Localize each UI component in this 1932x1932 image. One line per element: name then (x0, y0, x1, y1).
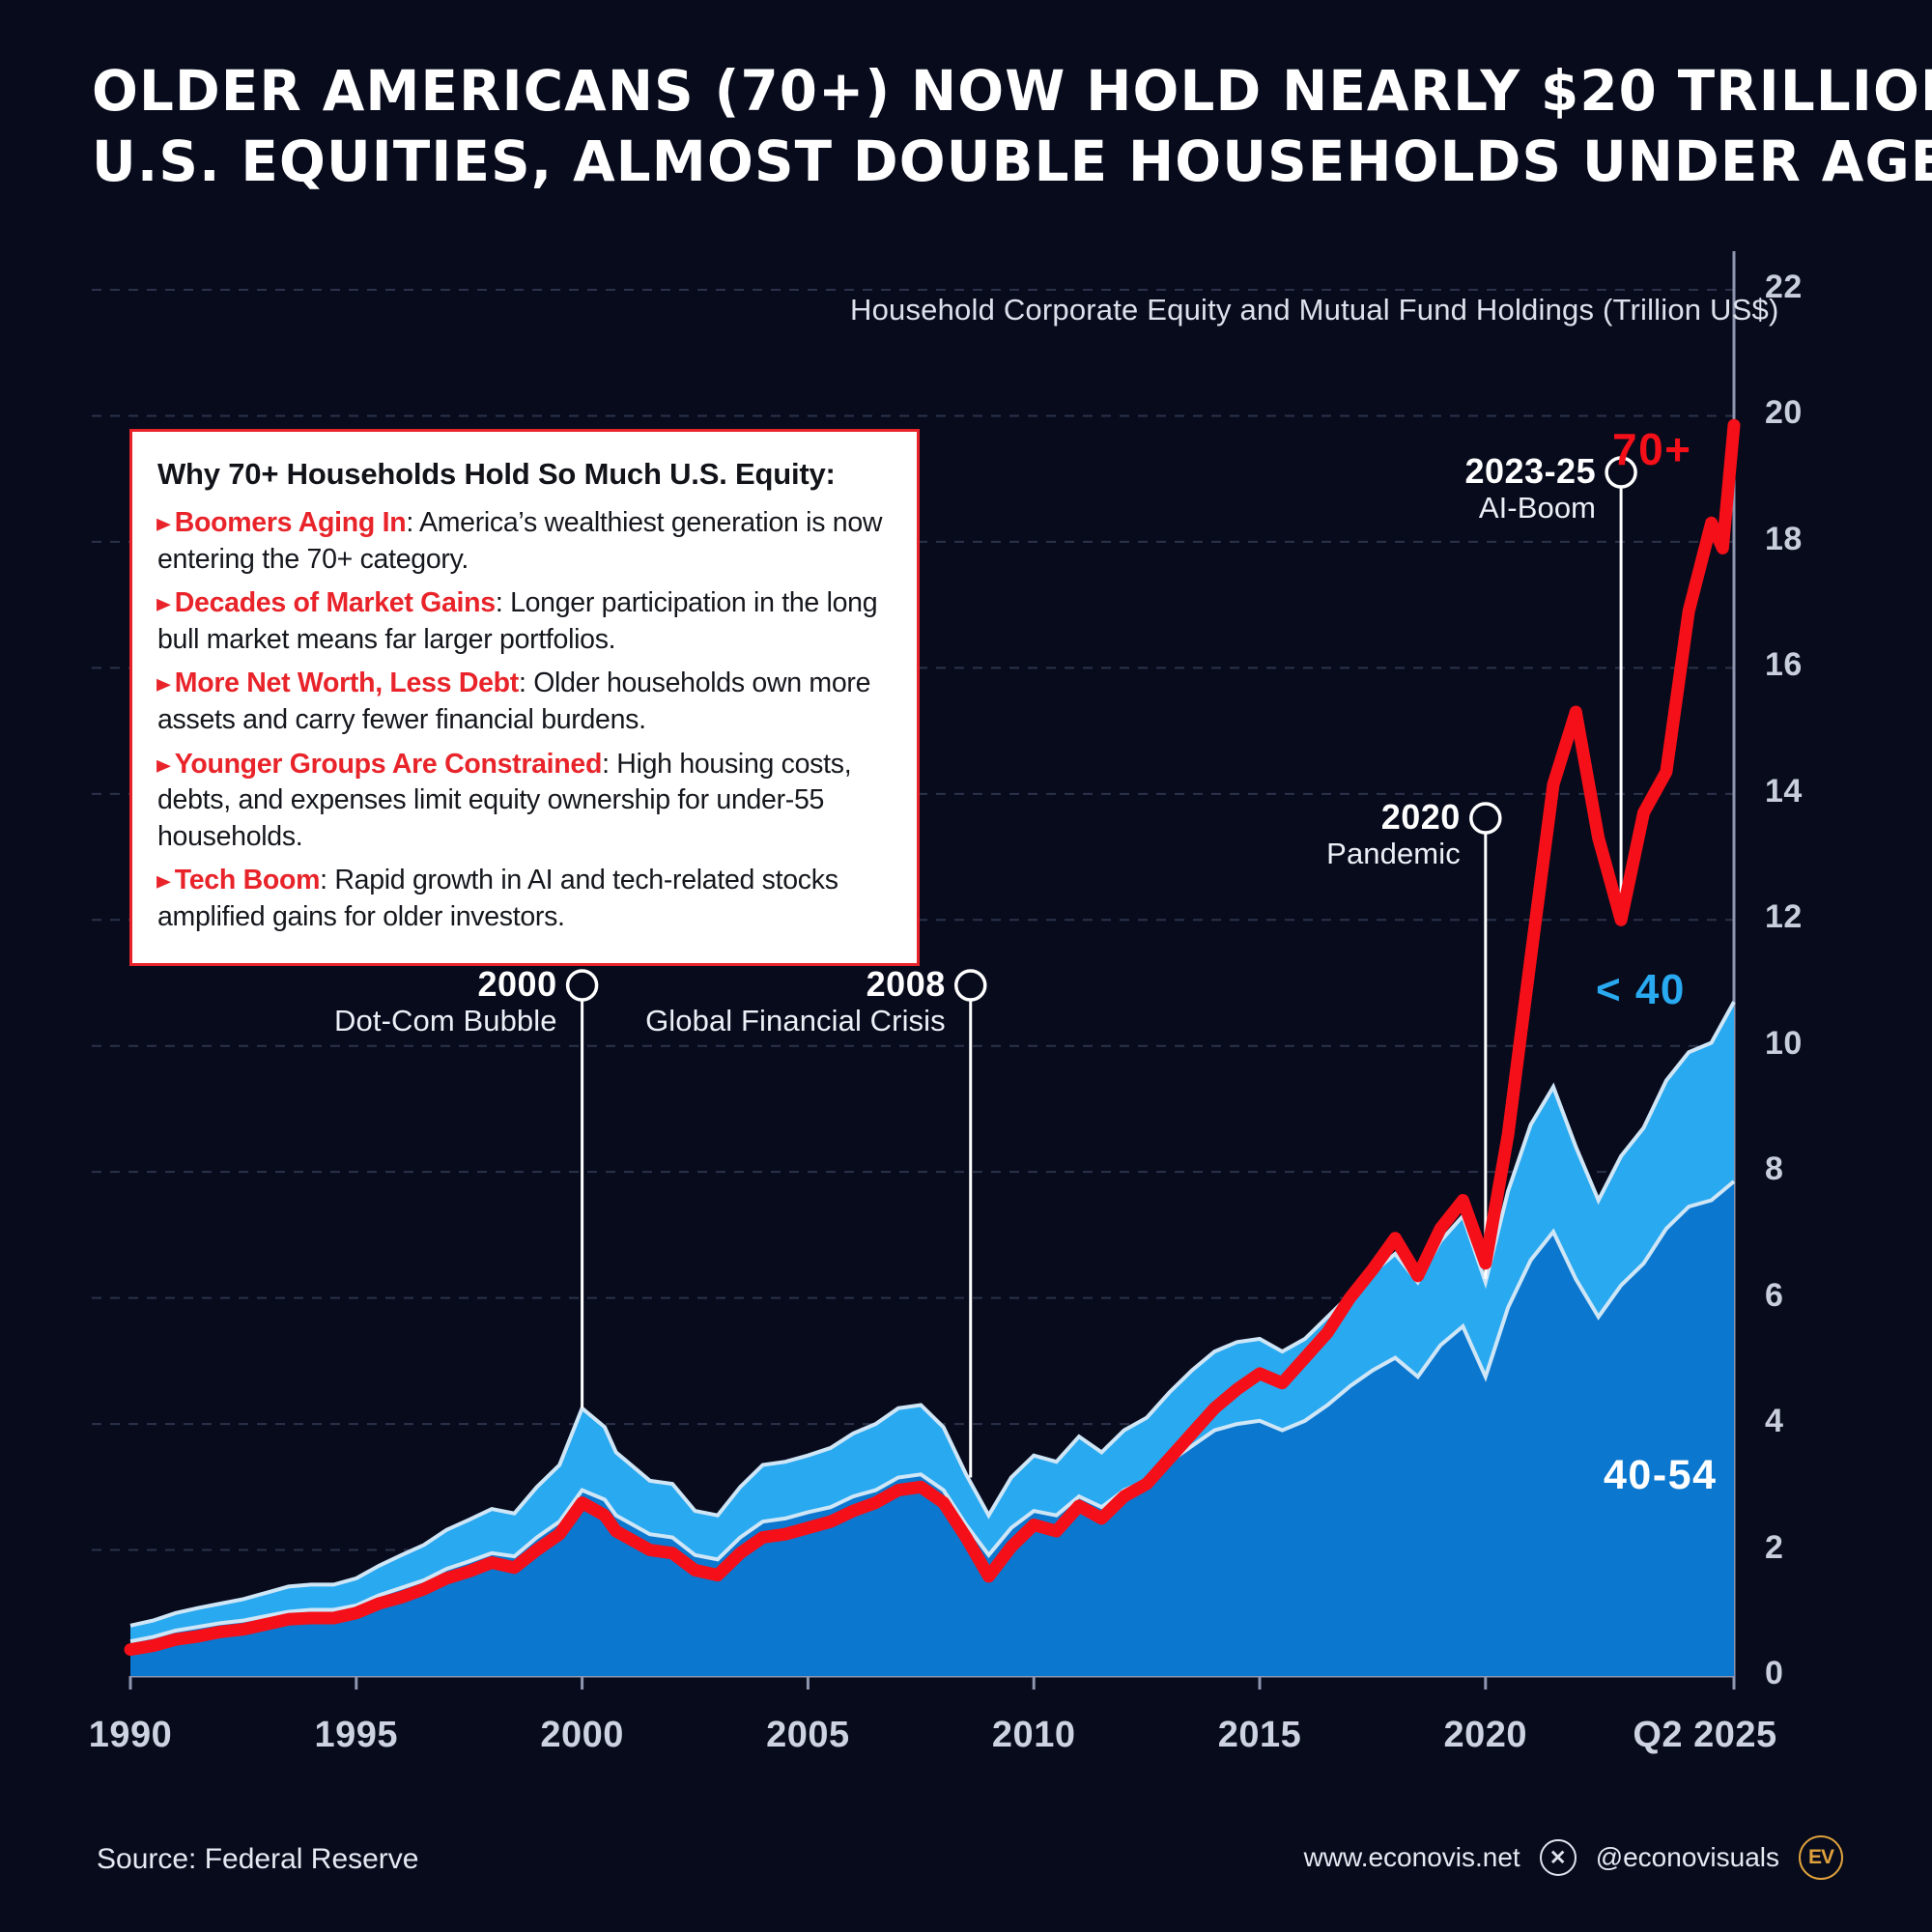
x-axis-tick-2010: 2010 (991, 1715, 1076, 1755)
triangle-right-icon: ▸ (156, 508, 171, 537)
info-bullet-text: : Older households own more assets and c… (157, 668, 871, 736)
annotation-caption: Global Financial Crisis (645, 1003, 946, 1037)
annotation-2000: 2000 Dot-Com Bubble (334, 966, 557, 1038)
y-axis-tick-20: 20 (1765, 394, 1803, 432)
info-bullet-term: More Net Worth, Less Debt (174, 668, 519, 699)
econovisuals-logo-icon: EV (1799, 1835, 1843, 1880)
annotation-caption: AI-Boom (1478, 490, 1597, 525)
y-axis-tick-8: 8 (1765, 1151, 1784, 1188)
website-link[interactable]: www.econovis.net (1303, 1842, 1520, 1872)
annotation-year: 2020 (1380, 797, 1461, 837)
footer-credits: www.econovis.net ✕ @econovisuals EV (1304, 1835, 1843, 1880)
social-handle[interactable]: @econovisuals (1595, 1842, 1779, 1872)
annotation-year: 2000 (477, 964, 557, 1004)
y-axis-tick-2: 2 (1765, 1528, 1784, 1566)
triangle-right-icon: ▸ (156, 866, 171, 895)
annotation-2020: 2020 Pandemic (1326, 799, 1461, 871)
annotation-year: 2008 (866, 964, 946, 1004)
triangle-right-icon: ▸ (156, 588, 171, 618)
x-axis-tick-Q2-2025: Q2 2025 (1633, 1715, 1777, 1755)
y-axis-tick-18: 18 (1765, 520, 1803, 557)
y-axis-tick-16: 16 (1765, 646, 1803, 684)
annotation-2008: 2008 Global Financial Crisis (645, 966, 946, 1038)
triangle-right-icon: ▸ (156, 749, 171, 779)
info-bullet-2: ▸ More Net Worth, Less Debt: Older househ… (156, 666, 892, 738)
x-axis-tick-1995: 1995 (314, 1715, 399, 1755)
y-axis-tick-14: 14 (1765, 772, 1803, 810)
info-bullet-text: : Rapid growth in AI and tech-related st… (157, 865, 838, 933)
y-axis-tick-6: 6 (1765, 1276, 1784, 1314)
annotation-caption: Pandemic (1326, 836, 1461, 870)
info-bullet-4: ▸ Tech Boom: Rapid growth in AI and tech-… (156, 863, 892, 935)
annotation-2023-25: 2023-25 AI-Boom (1464, 453, 1596, 526)
y-axis-tick-10: 10 (1765, 1024, 1803, 1062)
x-axis-tick-2005: 2005 (766, 1715, 850, 1755)
source-note: Source: Federal Reserve (97, 1843, 419, 1875)
title-line-1: OLDER AMERICANS (70+) NOW HOLD NEARLY $2… (92, 58, 1932, 124)
triangle-right-icon: ▸ (156, 668, 171, 698)
series-label-seniors: 70+ (1612, 424, 1692, 474)
info-bullet-0: ▸ Boomers Aging In: America’s wealthiest … (156, 505, 892, 578)
info-box: Why 70+ Households Hold So Much U.S. Equ… (129, 429, 920, 966)
info-bullet-3: ▸ Younger Groups Are Constrained: High ho… (156, 747, 892, 856)
info-bullet-term: Decades of Market Gains (174, 587, 496, 619)
chart-subtitle: Household Corporate Equity and Mutual Fu… (850, 293, 1779, 327)
title-line-2: U.S. EQUITIES, ALMOST DOUBLE HOUSEHOLDS … (92, 128, 1932, 194)
x-axis-tick-1990: 1990 (88, 1715, 173, 1755)
info-bullet-text: : Longer participation in the long bull … (157, 587, 878, 655)
x-axis-tick-2020: 2020 (1443, 1715, 1528, 1755)
y-axis-tick-22: 22 (1765, 269, 1803, 305)
page-title: OLDER AMERICANS (70+) NOW HOLD NEARLY $2… (92, 56, 1932, 196)
info-bullet-term: Tech Boom (174, 865, 321, 896)
annotation-year: 2023-25 (1464, 451, 1597, 491)
info-bullet-text: : High housing costs, debts, and expense… (157, 748, 852, 852)
x-logo-icon[interactable]: ✕ (1539, 1839, 1577, 1876)
y-axis-tick-4: 4 (1765, 1403, 1784, 1440)
series-label-mid: 40-54 (1604, 1452, 1718, 1498)
y-axis-tick-0: 0 (1765, 1655, 1784, 1691)
info-box-heading: Why 70+ Households Hold So Much U.S. Equ… (157, 457, 836, 491)
info-bullet-text: : America’s wealthiest generation is now… (157, 507, 883, 575)
annotation-caption: Dot-Com Bubble (334, 1003, 557, 1037)
info-bullet-term: Younger Groups Are Constrained (174, 748, 603, 780)
x-axis-tick-2015: 2015 (1217, 1715, 1302, 1755)
y-axis-tick-12: 12 (1765, 898, 1803, 936)
x-axis-tick-2000: 2000 (540, 1715, 624, 1755)
info-bullet-1: ▸ Decades of Market Gains: Longer partici… (156, 585, 892, 658)
info-bullet-term: Boomers Aging In (174, 507, 407, 538)
series-label-under40: < 40 (1596, 966, 1686, 1013)
